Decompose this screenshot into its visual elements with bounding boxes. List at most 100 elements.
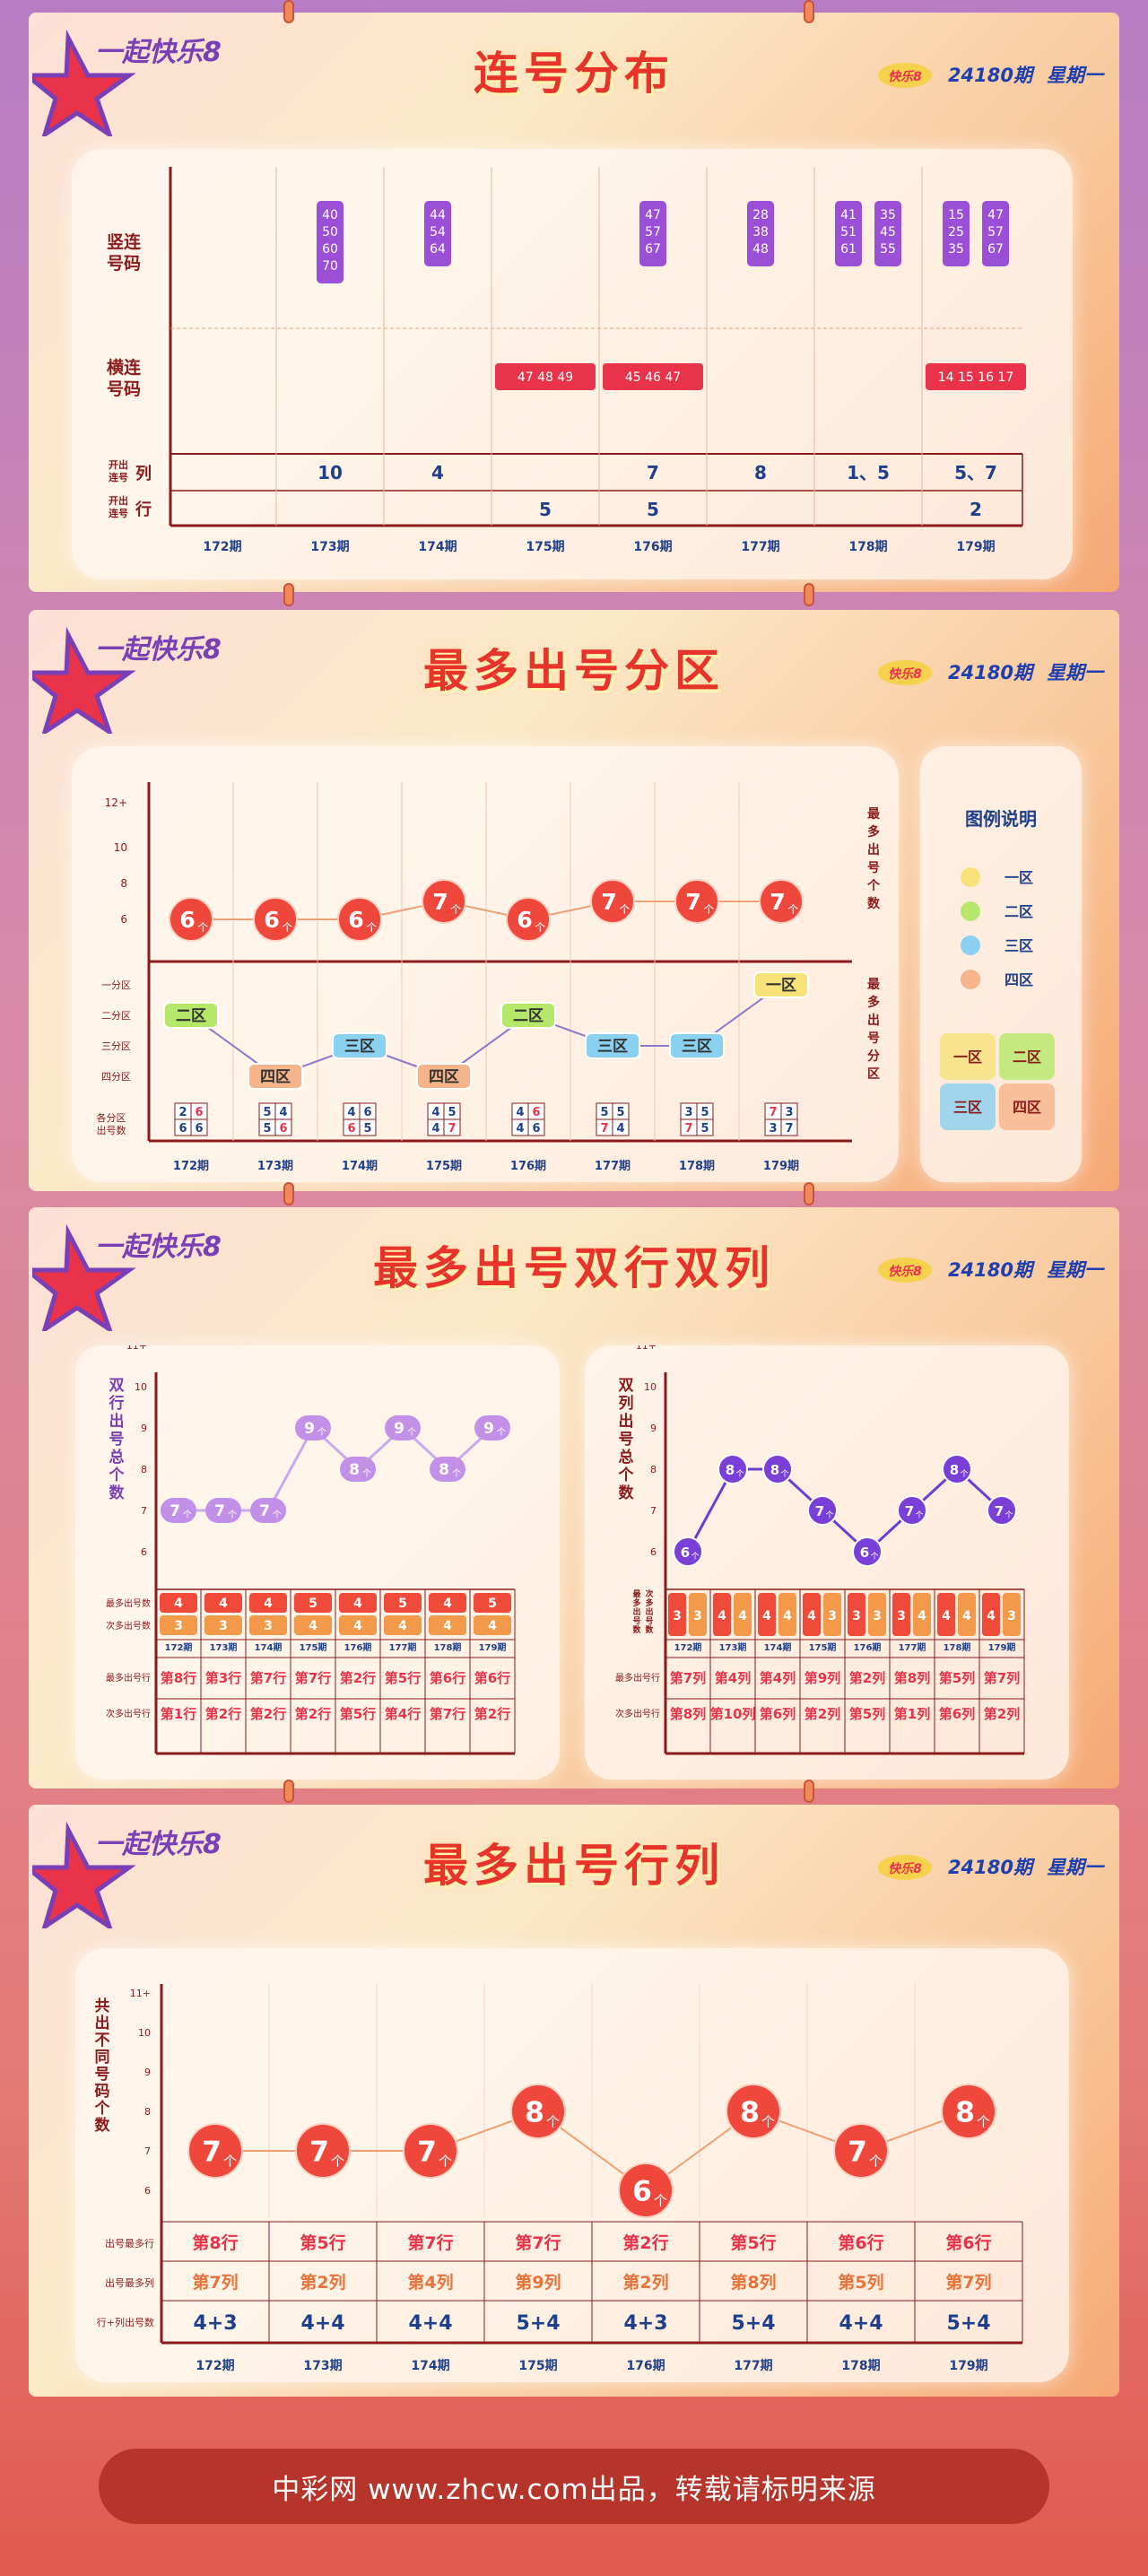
period-label: 172期 xyxy=(173,1160,209,1173)
y-axis-label: 出 xyxy=(109,1412,125,1431)
pair-label: 最 xyxy=(632,1588,641,1599)
value-pill-unit: 个 xyxy=(362,1468,371,1479)
y-tick-label: 8 xyxy=(120,877,127,890)
value-unit: 个 xyxy=(691,1552,699,1562)
period-label: 172期 xyxy=(165,1641,193,1653)
svg-text:快乐8: 快乐8 xyxy=(888,666,922,682)
value-pill-unit: 个 xyxy=(497,1427,506,1438)
y-tick-label: 10 xyxy=(138,2027,151,2039)
y-tick-label: 7 xyxy=(141,1505,147,1517)
zone-box-label: 二区 xyxy=(513,1007,544,1025)
most-value: 4 xyxy=(174,1597,183,1611)
most-cell xyxy=(429,1593,466,1613)
sum-value: 4+4 xyxy=(300,2312,344,2335)
right-axis-label: 最 xyxy=(867,806,881,822)
pair-cell xyxy=(958,1593,976,1636)
row-one-label: 最多出号行 xyxy=(615,1672,660,1684)
row-two-value: 第1行 xyxy=(161,1706,196,1722)
y-tick-label: 8 xyxy=(141,1464,147,1475)
row-one-value: 第5行 xyxy=(385,1670,421,1686)
value-ball-unit: 个 xyxy=(977,2114,990,2130)
zone-box-label: 三区 xyxy=(597,1038,628,1056)
right-axis-label: 号 xyxy=(867,861,880,875)
weekday: 星期一 xyxy=(1047,662,1103,683)
value-label: 7 xyxy=(815,1503,824,1519)
sum-value: 4+4 xyxy=(408,2312,452,2335)
zone-box-label: 三区 xyxy=(344,1038,375,1056)
pair-cell xyxy=(713,1593,731,1636)
sum-value: 4+3 xyxy=(623,2312,667,2335)
row-label-col-count: 开出 xyxy=(109,458,128,471)
zone-box xyxy=(332,1032,387,1059)
most-cell xyxy=(249,1593,287,1613)
panel-row-col: 一起快乐8 最多出号行列 快乐8 24180期 星期一 6 7 8 9 10 11+ 共出不… xyxy=(29,1805,1119,2397)
row-label-col-count: 连号 xyxy=(109,471,128,483)
legend-grid-cell xyxy=(999,1083,1055,1130)
legend-swatch xyxy=(961,901,980,921)
vertical-run-number: 61 xyxy=(840,242,857,257)
value-ball-unit: 个 xyxy=(439,2154,452,2170)
legend-grid-label: 四区 xyxy=(1013,1099,1041,1116)
pair-cell xyxy=(892,1593,910,1636)
value-ball xyxy=(807,1495,838,1526)
zone-count-value: 7 xyxy=(684,1122,692,1136)
count-ball-circle xyxy=(169,897,213,942)
pair-cell xyxy=(689,1593,707,1636)
legend-swatch xyxy=(961,970,980,989)
svg-text:快乐8: 快乐8 xyxy=(888,69,922,84)
pair-label: 号 xyxy=(645,1616,653,1626)
mini-logo-icon: 快乐8 xyxy=(877,63,932,88)
most-cell xyxy=(294,1593,332,1613)
second-value: 4 xyxy=(488,1619,497,1633)
value-label: 6 xyxy=(681,1545,690,1561)
vertical-run-number: 67 xyxy=(987,242,1004,257)
value-ball xyxy=(942,1454,972,1484)
weekday: 星期一 xyxy=(1047,1857,1103,1878)
most-value: 5 xyxy=(398,1597,407,1611)
value-ball-value: 6 xyxy=(632,2175,652,2207)
value-ball-unit: 个 xyxy=(546,2114,560,2130)
hanger xyxy=(283,0,294,23)
legend-card: 图例说明 一区 二区 三区 四区 一区 二区 三区 四区 xyxy=(920,746,1082,1182)
right-axis-label: 分 xyxy=(867,1049,880,1064)
vertical-run-bar xyxy=(835,201,862,266)
zone-count-value: 4 xyxy=(516,1122,524,1136)
period-label: 179期 xyxy=(988,1641,1016,1653)
value-ball-unit: 个 xyxy=(654,2193,667,2209)
y-tick-label: 11+ xyxy=(126,1345,147,1352)
most-value: 4 xyxy=(353,1597,362,1611)
zone-counts-label: 出号数 xyxy=(97,1124,126,1136)
value-pill-value: 8 xyxy=(439,1461,449,1479)
zone-count-value: 5 xyxy=(600,1106,608,1119)
horizontal-run-numbers: 14 15 16 17 xyxy=(938,370,1014,385)
period-label: 176期 xyxy=(854,1641,882,1653)
legend-label: 一区 xyxy=(1004,869,1033,886)
zone-tick-label: 一分区 xyxy=(101,979,131,991)
value-ball-unit: 个 xyxy=(223,2154,237,2170)
section-title: 最多出号行列 xyxy=(423,1840,725,1892)
value-pill-unit: 个 xyxy=(273,1510,282,1520)
pair-value: 4 xyxy=(762,1609,771,1623)
zone-count-value: 6 xyxy=(347,1122,355,1136)
second-label: 次多出号数 xyxy=(106,1620,151,1632)
pair-cell xyxy=(668,1593,686,1636)
value-pill-pill xyxy=(430,1457,465,1482)
row-two-value: 第2行 xyxy=(295,1706,331,1722)
value-ball-circle xyxy=(295,2123,351,2179)
second-cell xyxy=(294,1615,332,1635)
zone-counts-label: 各分区 xyxy=(97,1111,126,1124)
row-value: 第8行 xyxy=(192,2232,238,2253)
sum-value: 5+4 xyxy=(946,2312,990,2335)
period-label: 176期 xyxy=(344,1641,372,1653)
vertical-run-number: 50 xyxy=(322,225,338,239)
value-label: 7 xyxy=(905,1503,914,1519)
pair-cell xyxy=(937,1593,955,1636)
y-axis-label: 总 xyxy=(109,1448,125,1466)
value-pill-pill xyxy=(250,1498,286,1523)
legend-grid-label: 一区 xyxy=(953,1049,982,1066)
value-pill-pill xyxy=(161,1498,196,1523)
zone-count-value: 6 xyxy=(532,1122,540,1136)
zone-count-value: 4 xyxy=(431,1106,439,1119)
hanger xyxy=(283,1780,294,1803)
